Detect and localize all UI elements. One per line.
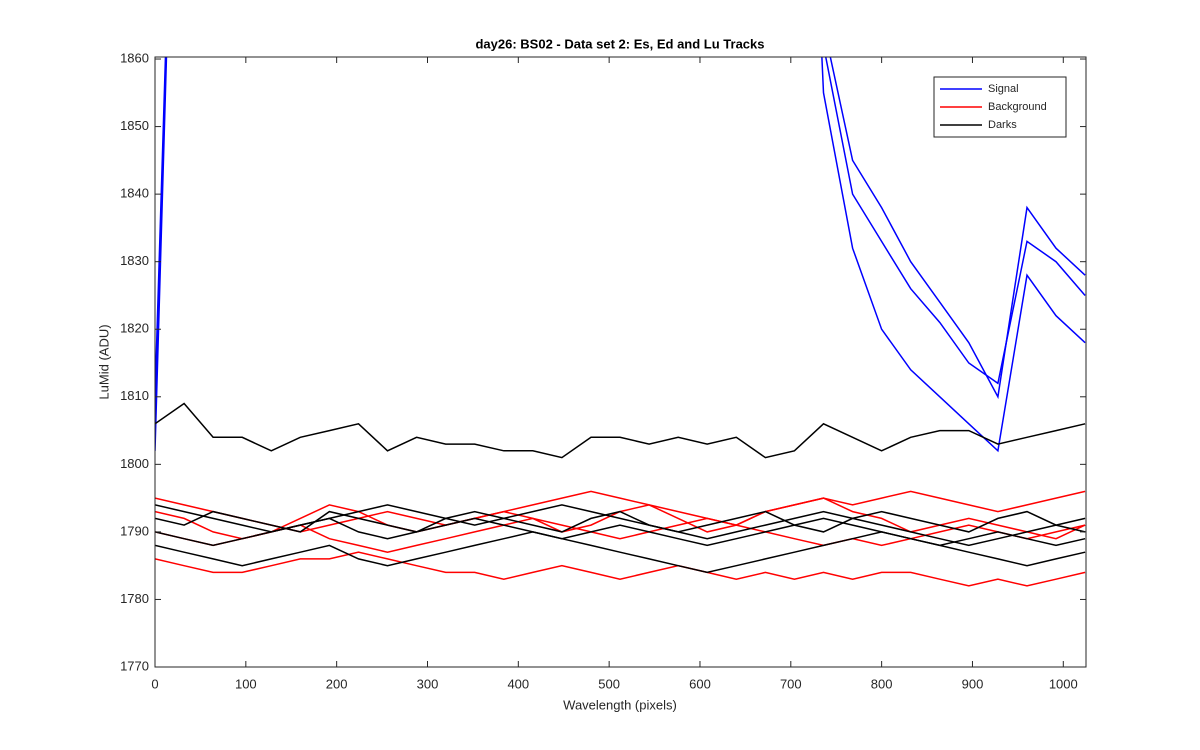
y-tick-label: 1820 xyxy=(120,321,149,336)
chart-title: day26: BS02 - Data set 2: Es, Ed and Lu … xyxy=(475,36,764,51)
x-axis-label: Wavelength (pixels) xyxy=(563,697,677,712)
x-tick-label: 200 xyxy=(326,676,348,691)
y-axis-label: LuMid (ADU) xyxy=(96,324,111,399)
x-tick-label: 600 xyxy=(689,676,711,691)
data-line xyxy=(155,57,1086,400)
legend-label: Signal xyxy=(988,83,1019,95)
y-tick-label: 1770 xyxy=(120,658,149,673)
data-line xyxy=(155,517,1086,553)
x-tick-label: 300 xyxy=(417,676,439,691)
x-tick-label: 1000 xyxy=(1049,676,1078,691)
data-line xyxy=(155,517,1086,547)
y-tick-label: 1800 xyxy=(120,456,149,471)
x-tick-label: 500 xyxy=(598,676,620,691)
y-tick-label: 1830 xyxy=(120,253,149,268)
x-tick-label: 700 xyxy=(780,676,802,691)
data-line xyxy=(155,402,1086,459)
y-tick-label: 1860 xyxy=(120,50,149,65)
data-line xyxy=(155,551,1086,587)
axes-box xyxy=(154,56,1087,668)
y-tick-label: 1850 xyxy=(120,118,149,133)
x-tick-label: 0 xyxy=(151,676,158,691)
x-tick-label: 900 xyxy=(962,676,984,691)
x-tick-label: 400 xyxy=(507,676,529,691)
legend-label: Background xyxy=(988,101,1047,113)
data-line xyxy=(155,510,1086,533)
y-tick-label: 1790 xyxy=(120,523,149,538)
y-tick-label: 1810 xyxy=(120,388,149,403)
data-line xyxy=(155,57,1086,431)
x-tick-label: 100 xyxy=(235,676,257,691)
plot-area xyxy=(155,57,1086,667)
y-tick-label: 1840 xyxy=(120,186,149,201)
y-tick-label: 1780 xyxy=(120,591,149,606)
data-line xyxy=(155,57,1086,453)
line-layer xyxy=(155,57,1086,587)
x-tick-label: 800 xyxy=(871,676,893,691)
legend-label: Darks xyxy=(988,119,1017,131)
